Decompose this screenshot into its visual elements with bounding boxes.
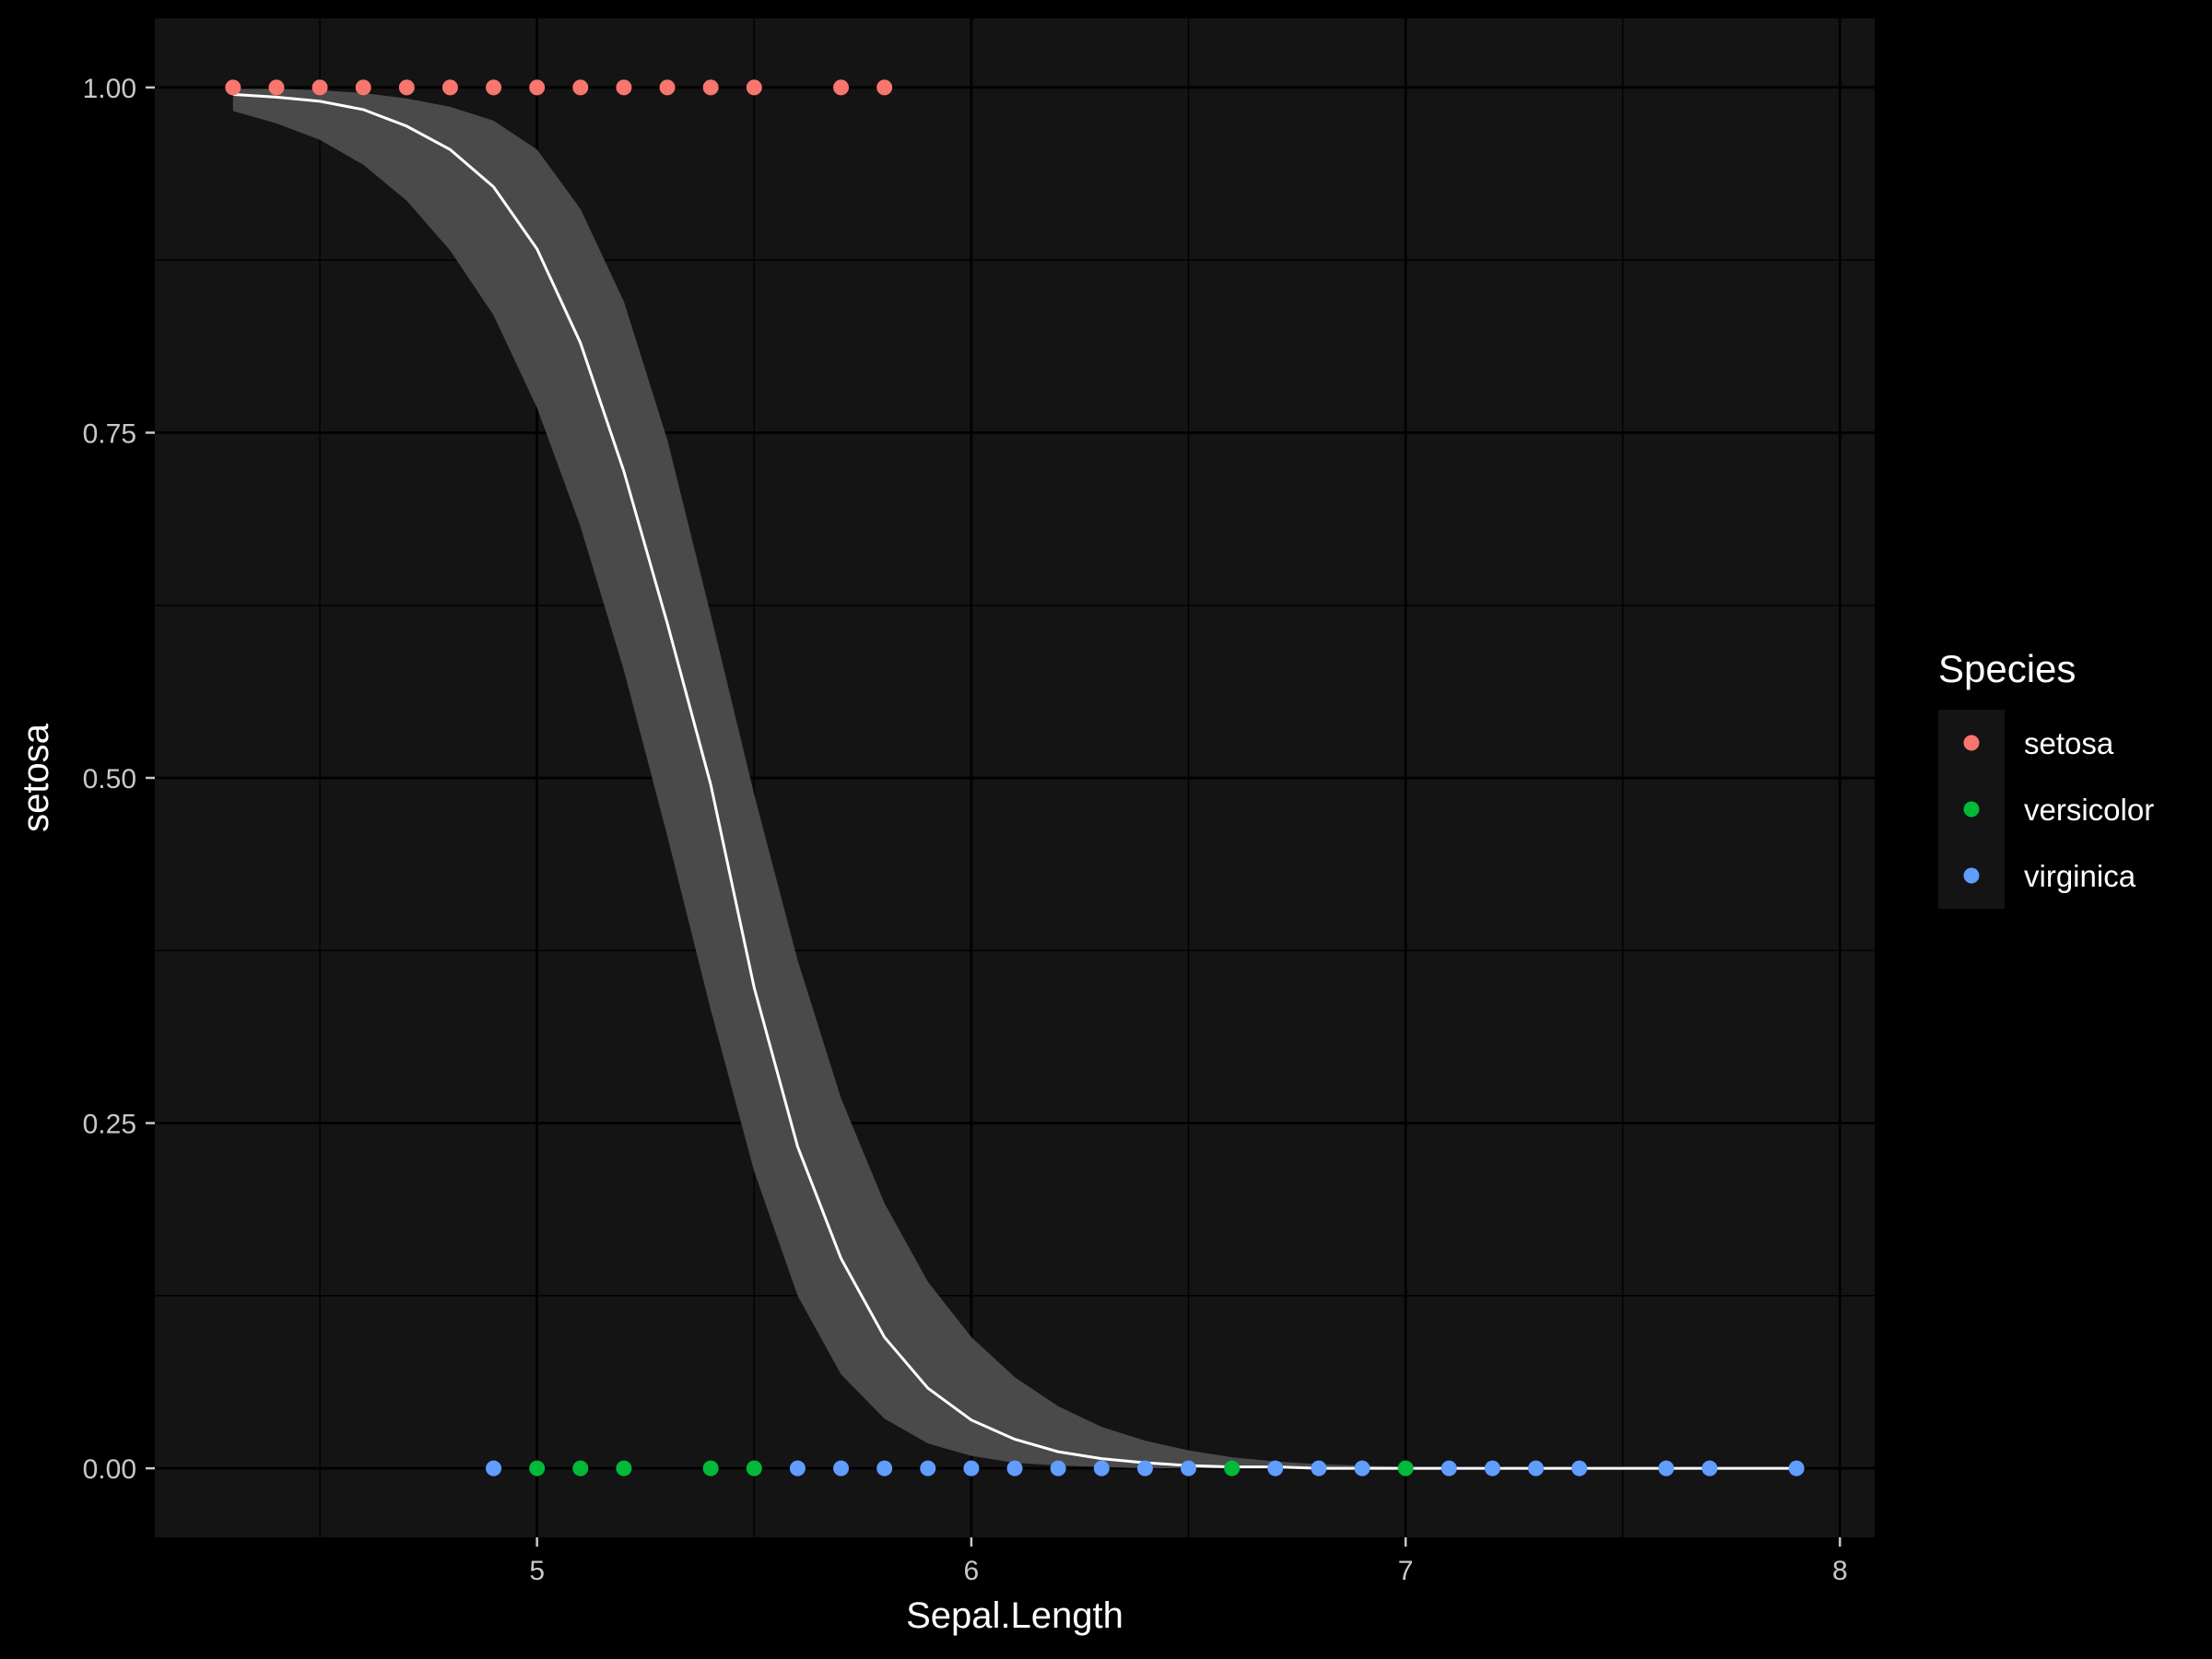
- legend-key-setosa: [1963, 735, 1980, 751]
- y-axis-title: setosa: [16, 723, 56, 832]
- y-axis: 0.00 0.25 0.50 0.75 1.00: [83, 74, 155, 1485]
- point-versicolor: [702, 1460, 719, 1477]
- point-virginica: [1093, 1460, 1110, 1477]
- x-axis: 5 6 7 8: [529, 1537, 1848, 1586]
- point-setosa: [702, 79, 719, 96]
- y-tick-label: 0.25: [83, 1110, 136, 1140]
- point-virginica: [877, 1460, 893, 1477]
- point-setosa: [833, 79, 850, 96]
- point-setosa: [312, 79, 328, 96]
- legend-label-setosa: setosa: [2024, 726, 2114, 760]
- y-tick-label: 0.00: [83, 1454, 136, 1485]
- point-virginica: [789, 1460, 806, 1477]
- point-virginica: [963, 1460, 980, 1477]
- x-tick-label: 6: [964, 1556, 980, 1586]
- point-virginica: [1658, 1460, 1675, 1477]
- point-virginica: [1050, 1460, 1066, 1477]
- legend-title: Species: [1938, 647, 2076, 690]
- points-layer: [225, 79, 1805, 1477]
- confidence-ribbon: [232, 88, 1797, 1469]
- point-setosa: [746, 79, 762, 96]
- point-virginica: [1354, 1460, 1371, 1477]
- point-virginica: [1701, 1460, 1718, 1477]
- point-virginica: [1571, 1460, 1588, 1477]
- point-versicolor: [529, 1460, 546, 1477]
- point-virginica: [1441, 1460, 1457, 1477]
- confidence-ribbon-layer: [232, 88, 1797, 1469]
- point-setosa: [877, 79, 893, 96]
- point-virginica: [1527, 1460, 1544, 1477]
- x-tick-label: 7: [1398, 1556, 1414, 1586]
- point-virginica: [1788, 1460, 1805, 1477]
- point-versicolor: [616, 1460, 632, 1477]
- legend-label-virginica: virginica: [2024, 859, 2136, 893]
- point-setosa: [572, 79, 589, 96]
- point-versicolor: [572, 1460, 589, 1477]
- point-setosa: [616, 79, 632, 96]
- point-setosa: [659, 79, 676, 96]
- x-tick-label: 5: [529, 1556, 545, 1586]
- legend-key-virginica: [1963, 867, 1980, 884]
- x-tick-label: 8: [1832, 1556, 1848, 1586]
- point-virginica: [1136, 1460, 1153, 1477]
- point-setosa: [529, 79, 546, 96]
- y-tick-label: 1.00: [83, 74, 136, 104]
- point-virginica: [1311, 1460, 1327, 1477]
- point-setosa: [268, 79, 285, 96]
- legend: Species setosa versicolor virginica: [1938, 647, 2154, 909]
- point-setosa: [355, 79, 371, 96]
- point-versicolor: [1397, 1460, 1414, 1477]
- legend-entries: setosa versicolor virginica: [1963, 726, 2154, 893]
- point-setosa: [398, 79, 415, 96]
- point-setosa: [486, 79, 502, 96]
- point-virginica: [920, 1460, 936, 1477]
- legend-key-versicolor: [1963, 801, 1980, 818]
- point-virginica: [1484, 1460, 1500, 1477]
- legend-label-versicolor: versicolor: [2024, 793, 2154, 827]
- point-versicolor: [746, 1460, 762, 1477]
- point-virginica: [1180, 1460, 1196, 1477]
- point-virginica: [1267, 1460, 1284, 1477]
- x-axis-title: Sepal.Length: [906, 1595, 1124, 1636]
- point-setosa: [225, 79, 241, 96]
- point-virginica: [1006, 1460, 1023, 1477]
- point-versicolor: [1224, 1460, 1241, 1477]
- y-tick-label: 0.75: [83, 418, 136, 449]
- point-virginica: [833, 1460, 850, 1477]
- y-tick-label: 0.50: [83, 764, 136, 794]
- point-virginica: [486, 1460, 502, 1477]
- point-setosa: [441, 79, 458, 96]
